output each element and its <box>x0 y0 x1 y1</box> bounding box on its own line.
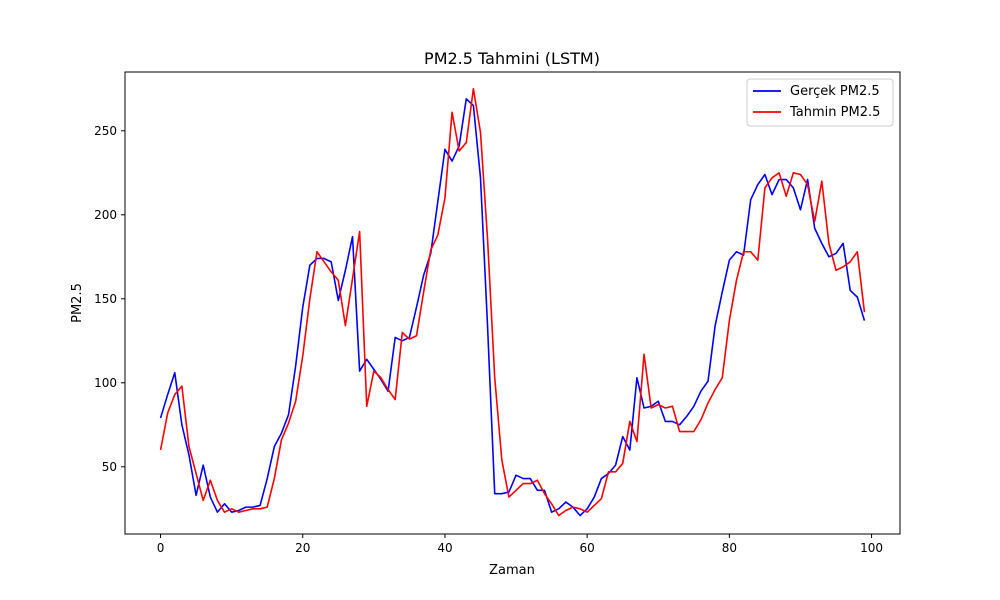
plot-lines <box>159 88 866 517</box>
y-tick-label: 200 <box>94 208 117 222</box>
series-line-1 <box>159 88 866 517</box>
x-axis-label: Zaman <box>489 563 535 578</box>
legend-label-0: Gerçek PM2.5 <box>790 84 880 99</box>
legend: Gerçek PM2.5 Tahmin PM2.5 <box>746 78 894 127</box>
x-tick-label: 80 <box>722 541 737 555</box>
x-tick-label: 0 <box>157 541 165 555</box>
x-tick-label: 40 <box>437 541 452 555</box>
x-axis: 0 20 40 60 80 100 <box>157 534 883 555</box>
y-axis-label: PM2.5 <box>70 283 85 323</box>
series-line-0 <box>159 98 866 517</box>
chart-title: PM2.5 Tahmini (LSTM) <box>424 49 600 68</box>
plot-frame <box>124 71 901 535</box>
y-tick-label: 50 <box>102 460 117 474</box>
y-tick-label: 250 <box>94 124 117 138</box>
x-tick-label: 20 <box>295 541 310 555</box>
x-tick-label: 100 <box>860 541 883 555</box>
legend-label-1: Tahmin PM2.5 <box>789 105 880 120</box>
y-tick-label: 150 <box>94 292 117 306</box>
y-axis: 50 100 150 200 250 <box>94 124 125 474</box>
x-tick-label: 60 <box>580 541 595 555</box>
y-tick-label: 100 <box>94 376 117 390</box>
legend-box <box>746 78 894 127</box>
